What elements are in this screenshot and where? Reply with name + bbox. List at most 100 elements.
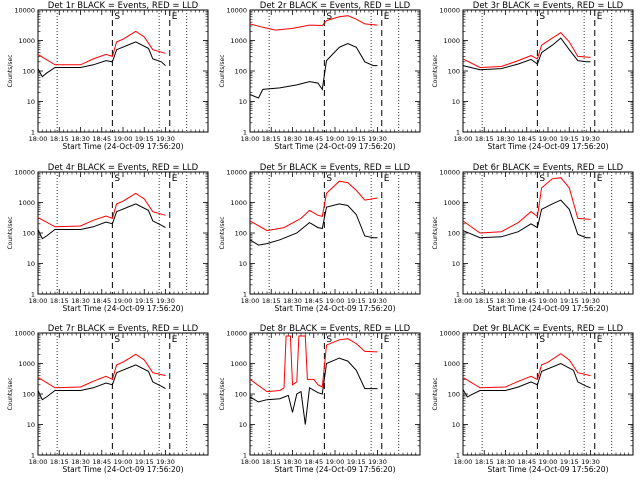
panel-title: Det 2r BLACK = Events, RED = LLD (260, 1, 411, 11)
x-tick-label: 19:30 (368, 135, 387, 143)
plot-frame (37, 171, 209, 295)
x-tick-label: 18:00 (29, 135, 48, 143)
panel-title: Det 8r BLACK = Events, RED = LLD (260, 324, 411, 334)
y-tick-label: 10 (27, 421, 35, 429)
y-axis-label: Counts/sec (219, 54, 226, 87)
y-tick-label: 1000 (443, 37, 460, 45)
y-tick-label: 100 (23, 67, 35, 75)
x-tick-label: 19:30 (581, 135, 600, 143)
x-tick-label: 19:00 (539, 297, 558, 305)
events-series-line (249, 203, 378, 246)
y-tick-label: 1 (456, 290, 460, 298)
interval-marker-S: S (539, 174, 545, 184)
y-tick-label: 1000 (443, 360, 460, 368)
y-tick-label: 10 (452, 421, 460, 429)
y-tick-label: 1000 (443, 199, 460, 207)
plot-frame (37, 332, 209, 456)
y-axis-label: Counts/sec (219, 377, 226, 410)
plot-frame (37, 9, 209, 133)
x-tick-label: 19:15 (135, 297, 154, 305)
x-tick-label: 19:15 (135, 458, 154, 466)
y-tick-label: 1 (243, 451, 247, 459)
panel-5: Det 5r BLACK = Events, RED = LLD 1 10 100 10… (219, 163, 421, 313)
y-tick-label: 10000 (226, 168, 247, 176)
y-tick-label: 10000 (439, 329, 460, 337)
x-tick-label: 18:30 (283, 135, 302, 143)
interval-marker-S: S (114, 335, 120, 345)
y-tick-label: 100 (448, 229, 460, 237)
y-axis-label: Counts/sec (7, 377, 14, 410)
y-tick-label: 1000 (18, 360, 35, 368)
x-tick-label: 18:30 (496, 458, 515, 466)
x-tick-label: 18:30 (283, 458, 302, 466)
y-tick-label: 10000 (439, 168, 460, 176)
interval-marker-S: S (539, 335, 545, 345)
y-tick-label: 100 (235, 229, 247, 237)
x-tick-label: 19:30 (368, 458, 387, 466)
lld-series-line (249, 180, 378, 232)
x-tick-label: 18:00 (29, 297, 48, 305)
y-tick-label: 1000 (230, 37, 247, 45)
events-series-line (462, 199, 591, 239)
x-tick-label: 19:00 (539, 458, 558, 466)
x-tick-label: 18:00 (241, 135, 260, 143)
y-tick-label: 1 (31, 290, 35, 298)
x-tick-label: 19:30 (156, 135, 175, 143)
x-tick-label: 18:45 (304, 458, 323, 466)
lld-series-line (462, 353, 591, 389)
x-tick-label: 18:00 (454, 297, 473, 305)
x-tick-label: 19:15 (347, 458, 366, 466)
x-tick-label: 19:15 (135, 135, 154, 143)
lld-series-line (37, 192, 166, 228)
y-tick-label: 1000 (18, 37, 35, 45)
y-axis-label: Counts/sec (432, 54, 439, 87)
x-tick-label: 18:15 (50, 135, 69, 143)
x-tick-label: 18:15 (262, 135, 281, 143)
panel-8: Det 8r BLACK = Events, RED = LLD 1 10 100 10… (219, 324, 421, 474)
interval-marker-E: E (172, 174, 178, 184)
lld-series-line (37, 353, 166, 389)
panel-7: Det 7r BLACK = Events, RED = LLD 1 10 100 10… (7, 324, 209, 474)
interval-marker-E: E (384, 12, 390, 22)
x-tick-label: 19:30 (581, 297, 600, 305)
interval-marker-E: E (384, 174, 390, 184)
events-series-line (249, 42, 378, 99)
x-tick-label: 18:30 (71, 297, 90, 305)
x-tick-label: 18:00 (454, 135, 473, 143)
x-tick-label: 18:15 (50, 458, 69, 466)
x-tick-label: 19:00 (114, 458, 133, 466)
plot-frame (249, 9, 421, 133)
y-tick-label: 1 (456, 128, 460, 136)
panel-9: Det 9r BLACK = Events, RED = LLD 1 10 100 10… (432, 324, 634, 474)
y-tick-label: 10000 (14, 6, 35, 14)
interval-marker-E: E (597, 12, 603, 22)
x-axis-label: Start Time (24-Oct-09 17:56:20) (487, 465, 608, 474)
x-tick-label: 18:15 (262, 458, 281, 466)
x-tick-label: 18:00 (241, 458, 260, 466)
x-tick-label: 18:30 (496, 297, 515, 305)
interval-marker-S: S (326, 12, 332, 22)
events-series-line (37, 364, 166, 401)
x-tick-label: 18:30 (71, 135, 90, 143)
x-tick-label: 18:15 (475, 135, 494, 143)
y-tick-label: 1000 (230, 199, 247, 207)
events-series-line (462, 37, 591, 71)
y-tick-label: 10 (27, 98, 35, 106)
y-tick-label: 10 (27, 260, 35, 268)
plot-frame (462, 332, 634, 456)
x-axis-label: Start Time (24-Oct-09 17:56:20) (487, 304, 608, 313)
x-tick-label: 18:15 (50, 297, 69, 305)
events-series-line (249, 357, 378, 425)
x-tick-label: 19:15 (347, 135, 366, 143)
x-axis-label: Start Time (24-Oct-09 17:56:20) (62, 142, 183, 151)
y-tick-label: 10 (239, 260, 247, 268)
interval-marker-S: S (326, 335, 332, 345)
lld-series-line (249, 335, 378, 393)
x-tick-label: 18:30 (496, 135, 515, 143)
y-tick-label: 10000 (226, 329, 247, 337)
y-tick-label: 1 (31, 451, 35, 459)
y-axis-label: Counts/sec (219, 216, 226, 249)
panel-4: Det 4r BLACK = Events, RED = LLD 1 10 100 10… (7, 163, 209, 313)
lld-series-line (249, 15, 378, 31)
